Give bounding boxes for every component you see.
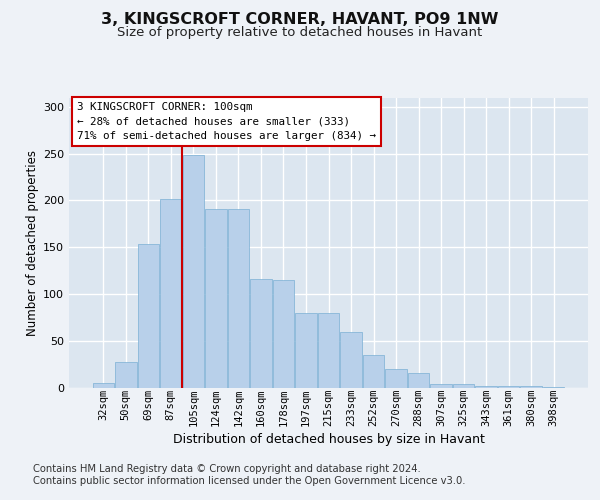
- Bar: [408, 372, 429, 388]
- X-axis label: Distribution of detached houses by size in Havant: Distribution of detached houses by size …: [173, 434, 484, 446]
- Bar: [318, 312, 339, 388]
- Y-axis label: Number of detached properties: Number of detached properties: [26, 150, 39, 336]
- Bar: [295, 312, 317, 388]
- Bar: [228, 209, 249, 388]
- Bar: [137, 244, 159, 388]
- Text: Contains public sector information licensed under the Open Government Licence v3: Contains public sector information licen…: [33, 476, 466, 486]
- Bar: [498, 386, 520, 388]
- Text: 3, KINGSCROFT CORNER, HAVANT, PO9 1NW: 3, KINGSCROFT CORNER, HAVANT, PO9 1NW: [101, 12, 499, 28]
- Text: Contains HM Land Registry data © Crown copyright and database right 2024.: Contains HM Land Registry data © Crown c…: [33, 464, 421, 474]
- Text: 3 KINGSCROFT CORNER: 100sqm
← 28% of detached houses are smaller (333)
71% of se: 3 KINGSCROFT CORNER: 100sqm ← 28% of det…: [77, 102, 376, 142]
- Bar: [453, 384, 475, 388]
- Bar: [430, 384, 452, 388]
- Bar: [92, 383, 114, 388]
- Bar: [160, 198, 182, 388]
- Bar: [340, 332, 362, 388]
- Bar: [543, 386, 565, 388]
- Bar: [115, 362, 137, 388]
- Bar: [475, 386, 497, 388]
- Bar: [182, 154, 204, 388]
- Bar: [363, 355, 384, 388]
- Bar: [205, 209, 227, 388]
- Bar: [520, 386, 542, 388]
- Bar: [273, 280, 294, 388]
- Bar: [250, 279, 272, 388]
- Text: Size of property relative to detached houses in Havant: Size of property relative to detached ho…: [118, 26, 482, 39]
- Bar: [385, 369, 407, 388]
